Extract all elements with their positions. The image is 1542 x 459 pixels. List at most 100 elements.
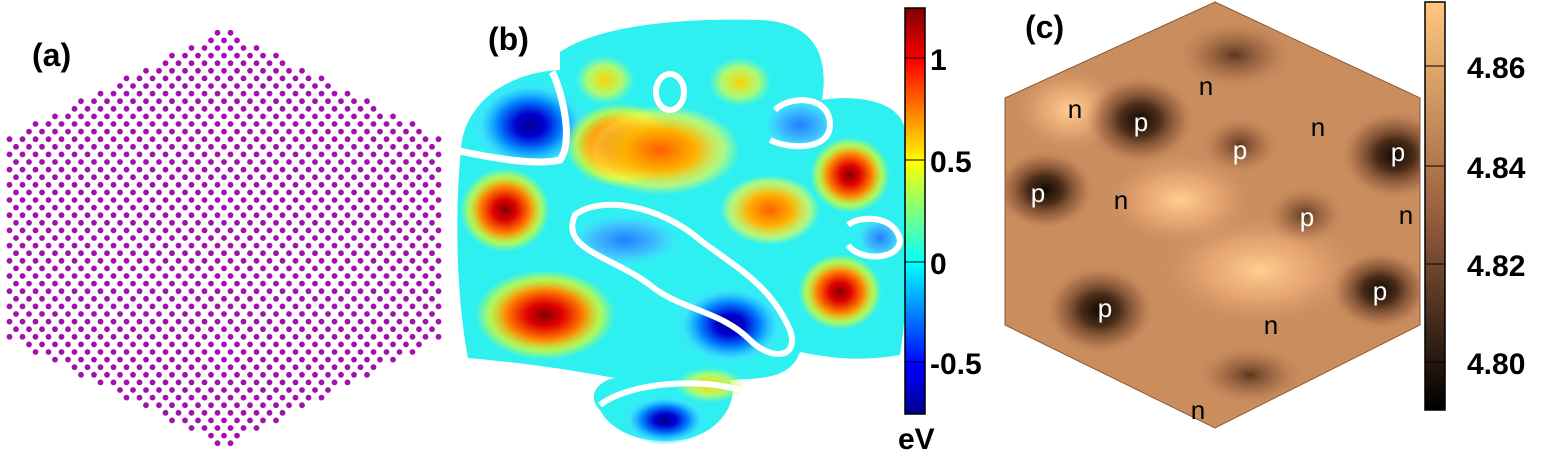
- atom: [123, 212, 130, 219]
- atom: [351, 174, 357, 181]
- atom: [396, 121, 403, 127]
- atom: [78, 356, 84, 363]
- atom: [331, 197, 338, 203]
- atom: [195, 128, 201, 135]
- atom: [396, 242, 403, 249]
- atom: [58, 181, 65, 188]
- atom: [195, 311, 201, 317]
- atom: [377, 189, 383, 196]
- atom: [71, 121, 78, 127]
- colorbar-c-tick: 4.80: [1467, 348, 1525, 381]
- atom: [143, 311, 149, 317]
- atom: [156, 159, 162, 165]
- atom: [6, 318, 13, 325]
- atom: [91, 326, 97, 333]
- atom: [208, 67, 214, 74]
- atom: [227, 60, 234, 67]
- atom: [383, 197, 390, 203]
- atom: [266, 75, 273, 82]
- atom: [325, 159, 331, 165]
- atom: [136, 212, 143, 219]
- atom: [292, 288, 299, 295]
- atom: [117, 204, 123, 211]
- atom: [351, 356, 357, 363]
- atom: [136, 288, 143, 295]
- atom: [65, 219, 71, 226]
- atom: [221, 250, 227, 257]
- atom: [377, 326, 383, 333]
- atom: [162, 136, 169, 143]
- atom: [175, 90, 182, 97]
- atom: [390, 356, 396, 363]
- atom: [325, 280, 331, 287]
- atom: [234, 113, 240, 120]
- atom: [260, 356, 266, 363]
- atom: [201, 257, 208, 264]
- atom: [175, 166, 182, 173]
- atom: [286, 204, 292, 211]
- atom: [208, 113, 214, 120]
- atom: [370, 303, 377, 310]
- atom: [110, 349, 117, 355]
- atom: [253, 409, 260, 416]
- atom: [19, 273, 26, 279]
- atom: [214, 60, 221, 67]
- atom: [110, 197, 117, 203]
- atom: [188, 197, 195, 203]
- atom: [253, 318, 260, 325]
- atom: [117, 295, 123, 302]
- atom: [351, 371, 357, 378]
- atom: [110, 288, 117, 295]
- atom: [19, 288, 26, 295]
- atom: [370, 105, 377, 112]
- atom: [45, 303, 52, 310]
- atom: [32, 349, 39, 355]
- atom: [403, 341, 409, 348]
- atom: [338, 174, 344, 181]
- atom: [110, 121, 117, 127]
- atom: [260, 371, 266, 378]
- atom: [364, 219, 370, 226]
- atom: [195, 98, 201, 105]
- atom: [234, 219, 240, 226]
- atom: [149, 318, 156, 325]
- atom: [143, 326, 149, 333]
- atom: [26, 311, 32, 317]
- atom: [221, 189, 227, 196]
- atom: [370, 349, 377, 355]
- atom: [175, 197, 182, 203]
- atom: [338, 311, 344, 317]
- atom: [136, 394, 143, 401]
- atom: [45, 318, 52, 325]
- atom: [97, 333, 104, 340]
- atom: [286, 280, 292, 287]
- atom: [299, 128, 305, 135]
- atom: [201, 166, 208, 173]
- atom: [71, 197, 78, 203]
- atom: [383, 181, 390, 188]
- atom: [273, 250, 279, 257]
- atom: [344, 242, 351, 249]
- atom: [195, 67, 201, 74]
- atom: [130, 143, 136, 150]
- atom: [201, 394, 208, 401]
- atom: [338, 356, 344, 363]
- atom: [117, 371, 123, 378]
- atom: [221, 280, 227, 287]
- atom: [416, 189, 422, 196]
- atom: [364, 341, 370, 348]
- atom: [279, 349, 286, 355]
- atom: [318, 197, 325, 203]
- atom: [201, 136, 208, 143]
- atom: [182, 113, 188, 120]
- atom: [201, 45, 208, 51]
- atom: [403, 295, 409, 302]
- atom: [357, 151, 364, 158]
- atom: [221, 98, 227, 105]
- atom: [84, 105, 91, 112]
- atom: [279, 227, 286, 234]
- atom: [195, 265, 201, 272]
- atom: [260, 387, 266, 393]
- atom: [84, 121, 91, 127]
- atom: [214, 409, 221, 416]
